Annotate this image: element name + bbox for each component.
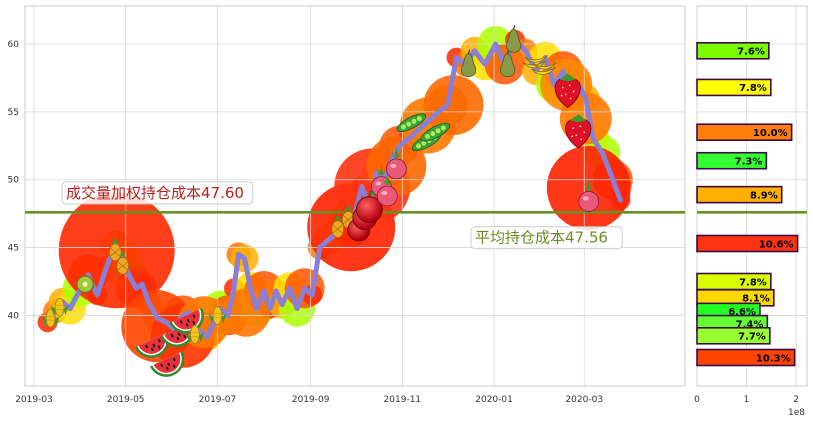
distribution-bar-rect <box>696 41 770 60</box>
bar-x-tick-label: 2 <box>793 395 799 405</box>
distribution-bar-label: 6.6% <box>728 307 756 318</box>
distribution-bar-label: 7.6% <box>737 47 765 58</box>
distribution-bar: 10.6% <box>696 234 799 253</box>
x-tick-label: 2019-03 <box>15 395 53 405</box>
distribution-bar-label: 7.7% <box>738 332 766 343</box>
x-tick-label: 2019-07 <box>199 395 237 405</box>
strawberry-icon <box>554 73 581 108</box>
pear-icon <box>460 49 477 78</box>
distribution-bar-label: 10.3% <box>756 353 791 364</box>
kiwi-icon <box>76 275 95 294</box>
y-tick-label: 55 <box>8 108 19 118</box>
corn-icon <box>50 297 69 317</box>
pineapple-icon <box>331 214 345 239</box>
distribution-bar-label: 7.4% <box>736 319 764 330</box>
distribution-bar-label: 10.6% <box>759 239 794 250</box>
watermelon-icon <box>150 351 185 377</box>
y-tick-label: 45 <box>8 244 19 254</box>
weighted-cost-annotation-text: 成交量加权持仓成本47.60 <box>66 184 244 202</box>
distribution-bar-label: 7.8% <box>739 83 767 94</box>
distribution-bar-rect <box>696 151 768 170</box>
distribution-bar-rect <box>696 234 799 253</box>
pineapple-icon <box>108 237 122 262</box>
distribution-bar-rect <box>696 185 783 204</box>
average-cost-annotation-text: 平均持仓成本47.56 <box>475 229 608 247</box>
corn-icon <box>185 325 204 344</box>
pineapple-icon <box>116 250 130 275</box>
y-tick-label: 50 <box>8 176 20 186</box>
distribution-bar: 7.7% <box>696 326 771 345</box>
x-tick-label: 2019-05 <box>107 395 145 405</box>
bar-x-offset-label: 1e8 <box>788 408 805 418</box>
distribution-bar: 7.8% <box>696 272 772 291</box>
peapod-icon <box>396 113 427 133</box>
x-tick-label: 2020-03 <box>565 395 603 405</box>
distribution-bar-label: 8.9% <box>750 190 778 201</box>
distribution-bar-rect <box>696 326 771 345</box>
distribution-bar: 10.3% <box>696 348 796 367</box>
x-tick-label: 2019-11 <box>384 395 422 405</box>
banana-icon <box>531 61 557 76</box>
main-plot-frame <box>24 5 686 387</box>
distribution-bar: 7.3% <box>696 151 768 170</box>
distribution-bar-label: 7.3% <box>735 157 763 168</box>
bar-x-tick-label: 0 <box>694 395 700 405</box>
distribution-bar: 10.0% <box>696 123 793 142</box>
x-tick-label: 2020-01 <box>475 395 513 405</box>
radish-icon <box>578 179 600 212</box>
radish-icon <box>385 146 407 180</box>
distribution-bar: 8.9% <box>696 185 783 204</box>
pear-icon <box>506 25 522 53</box>
radish-icon <box>376 174 398 207</box>
corn-icon <box>41 308 60 328</box>
watermelon-icon <box>134 332 170 358</box>
bar-x-tick-label: 1 <box>744 395 750 405</box>
bubble <box>423 75 484 136</box>
distribution-bar-rect <box>696 78 772 97</box>
distribution-bar: 7.6% <box>696 41 770 60</box>
strawberry-icon <box>565 114 592 149</box>
peapod-icon <box>420 122 451 142</box>
distribution-bar-rect <box>696 123 793 142</box>
distribution-bar-label: 8.1% <box>742 294 770 305</box>
distribution-bar-label: 10.0% <box>753 128 788 139</box>
distribution-bar: 7.8% <box>696 78 772 97</box>
banana-icon <box>522 55 548 69</box>
weighted-cost-annotation: 成交量加权持仓成本47.60 <box>61 181 254 205</box>
distribution-bar-rect <box>696 348 796 367</box>
x-tick-label: 2019-09 <box>292 395 330 405</box>
distribution-bar-label: 7.8% <box>739 277 767 288</box>
average-cost-annotation: 平均持仓成本47.56 <box>470 226 623 250</box>
fruit-markers <box>41 25 600 377</box>
y-tick-label: 60 <box>8 40 20 50</box>
corn-icon <box>208 306 227 325</box>
y-tick-label: 40 <box>8 311 20 321</box>
